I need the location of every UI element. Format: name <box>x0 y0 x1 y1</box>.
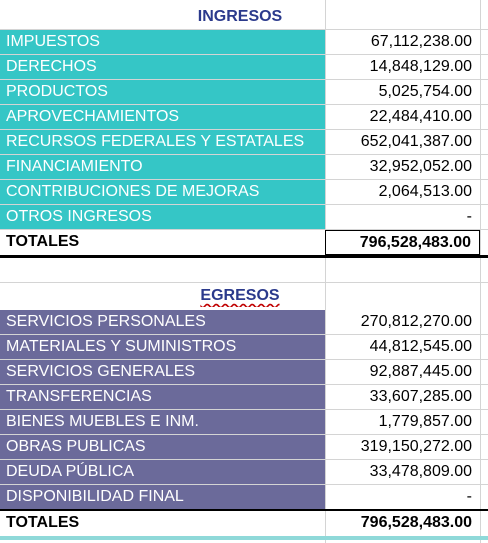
total-underline <box>0 255 488 258</box>
ingresos-total-row[interactable]: TOTALES 796,528,483.00 <box>0 230 488 257</box>
row-label[interactable]: DERECHOS <box>0 55 325 79</box>
row-value[interactable]: 5,025,754.00 <box>378 83 472 100</box>
row-label[interactable]: OBRAS PUBLICAS <box>0 435 325 459</box>
egresos-row[interactable]: MATERIALES Y SUMINISTROS 44,812,545.00 <box>0 335 488 360</box>
empty-row[interactable] <box>0 258 488 283</box>
ingresos-row[interactable]: DERECHOS 14,848,129.00 <box>0 55 488 80</box>
row-value[interactable]: 22,484,410.00 <box>369 108 472 125</box>
egresos-row[interactable]: TRANSFERENCIAS 33,607,285.00 <box>0 385 488 410</box>
row-value[interactable]: 67,112,238.00 <box>370 33 472 50</box>
ingresos-row[interactable]: CONTRIBUCIONES DE MEJORAS 2,064,513.00 <box>0 180 488 205</box>
row-value[interactable]: 92,887,445.00 <box>369 363 472 380</box>
row-label[interactable]: BIENES MUEBLES E INM. <box>0 410 325 434</box>
row-label[interactable]: PRODUCTOS <box>0 80 325 104</box>
row-value[interactable]: 33,478,809.00 <box>369 463 472 480</box>
egresos-header-row[interactable]: EGRESOS <box>0 283 488 308</box>
egresos-row[interactable]: SERVICIOS GENERALES 92,887,445.00 <box>0 360 488 385</box>
egresos-total-row[interactable]: TOTALES 796,528,483.00 <box>0 511 488 536</box>
total-topline <box>0 509 488 511</box>
ingresos-row[interactable]: RECURSOS FEDERALES Y ESTATALES 652,041,3… <box>0 130 488 155</box>
row-value[interactable]: - <box>466 208 472 225</box>
ingresos-row[interactable]: APROVECHAMIENTOS 22,484,410.00 <box>0 105 488 130</box>
total-label[interactable]: TOTALES <box>6 514 80 531</box>
row-label[interactable]: DEUDA PÚBLICA <box>0 460 325 484</box>
column-divider <box>480 0 481 543</box>
row-value[interactable]: - <box>466 488 472 505</box>
egresos-row[interactable]: BIENES MUEBLES E INM. 1,779,857.00 <box>0 410 488 435</box>
total-value[interactable]: 796,528,483.00 <box>325 230 480 257</box>
ingresos-header-row[interactable]: INGRESOS <box>0 5 488 30</box>
row-value[interactable]: 319,150,272.00 <box>360 438 472 455</box>
ingresos-row[interactable]: PRODUCTOS 5,025,754.00 <box>0 80 488 105</box>
row-label[interactable]: MATERIALES Y SUMINISTROS <box>0 335 325 359</box>
row-label[interactable]: IMPUESTOS <box>0 30 325 54</box>
row-label[interactable]: RECURSOS FEDERALES Y ESTATALES <box>0 130 325 154</box>
row-label[interactable]: APROVECHAMIENTOS <box>0 105 325 129</box>
row-value[interactable]: 32,952,052.00 <box>369 158 472 175</box>
row-label[interactable]: CONTRIBUCIONES DE MEJORAS <box>0 180 325 204</box>
row-value[interactable]: 270,812,270.00 <box>360 313 472 330</box>
ingresos-row[interactable]: OTROS INGRESOS - <box>0 205 488 230</box>
row-label[interactable]: SERVICIOS PERSONALES <box>0 310 325 334</box>
row-value[interactable]: 652,041,387.00 <box>360 133 472 150</box>
ingresos-title[interactable]: INGRESOS <box>197 8 283 25</box>
row-label[interactable]: SERVICIOS GENERALES <box>0 360 325 384</box>
egresos-row[interactable]: DEUDA PÚBLICA 33,478,809.00 <box>0 460 488 485</box>
row-label[interactable]: OTROS INGRESOS <box>0 205 325 229</box>
egresos-row[interactable]: SERVICIOS PERSONALES 270,812,270.00 <box>0 310 488 335</box>
ingresos-row[interactable]: IMPUESTOS 67,112,238.00 <box>0 30 488 55</box>
row-label[interactable]: DISPONIBILIDAD FINAL <box>0 485 325 509</box>
row-value[interactable]: 2,064,513.00 <box>378 183 472 200</box>
column-divider <box>325 0 326 543</box>
ingresos-row[interactable]: FINANCIAMIENTO 32,952,052.00 <box>0 155 488 180</box>
row-label[interactable]: TRANSFERENCIAS <box>0 385 325 409</box>
bottom-accent-bar <box>0 536 488 540</box>
egresos-title: EGRESOS <box>200 287 280 304</box>
egresos-row[interactable]: OBRAS PUBLICAS 319,150,272.00 <box>0 435 488 460</box>
row-label[interactable]: FINANCIAMIENTO <box>0 155 325 179</box>
row-value[interactable]: 1,779,857.00 <box>378 413 472 430</box>
egresos-title-cell[interactable]: EGRESOS <box>0 283 480 307</box>
row-value[interactable]: 14,848,129.00 <box>369 58 472 75</box>
row-value[interactable]: 33,607,285.00 <box>369 388 472 405</box>
egresos-row[interactable]: DISPONIBILIDAD FINAL - <box>0 485 488 510</box>
total-value[interactable]: 796,528,483.00 <box>360 514 472 531</box>
row-value[interactable]: 44,812,545.00 <box>369 338 472 355</box>
total-label[interactable]: TOTALES <box>6 233 80 250</box>
